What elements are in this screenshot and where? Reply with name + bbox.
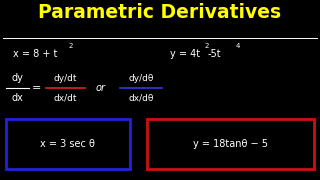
- Text: or: or: [96, 83, 106, 93]
- Text: 4: 4: [235, 43, 240, 49]
- Text: dy/dθ: dy/dθ: [128, 74, 154, 83]
- Text: Parametric Derivatives: Parametric Derivatives: [38, 3, 282, 22]
- Text: 2: 2: [205, 43, 209, 49]
- Text: y = 18tanθ − 5: y = 18tanθ − 5: [193, 139, 268, 149]
- Text: 2: 2: [69, 43, 73, 49]
- FancyBboxPatch shape: [147, 119, 314, 169]
- Text: dy: dy: [12, 73, 24, 83]
- Text: dx: dx: [12, 93, 24, 103]
- Text: -5t: -5t: [207, 49, 221, 59]
- Text: x = 8 + t: x = 8 + t: [13, 49, 57, 59]
- Text: dx/dθ: dx/dθ: [128, 94, 154, 103]
- Text: dx/dt: dx/dt: [54, 94, 77, 103]
- FancyBboxPatch shape: [6, 119, 130, 169]
- Text: =: =: [32, 83, 42, 93]
- Text: dy/dt: dy/dt: [54, 74, 77, 83]
- Text: y = 4t: y = 4t: [170, 49, 200, 59]
- Text: x = 3 sec θ: x = 3 sec θ: [40, 139, 95, 149]
